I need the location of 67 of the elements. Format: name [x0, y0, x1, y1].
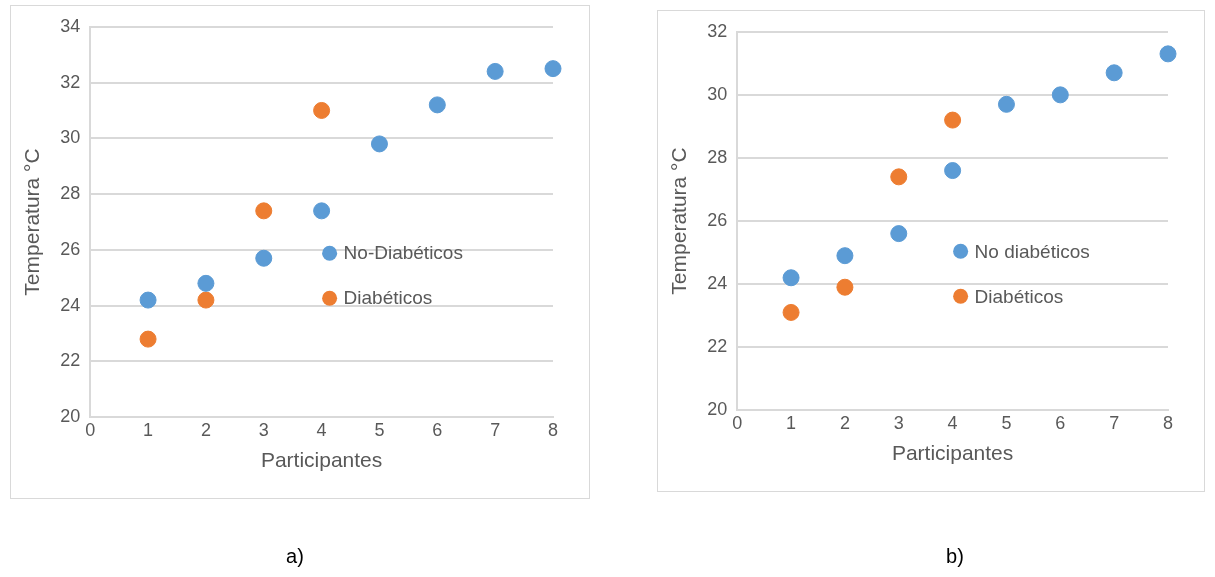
y-tick-label: 32 [707, 20, 728, 41]
point [1051, 86, 1069, 104]
y-tick-label: 28 [60, 183, 81, 204]
y-tick-label: 34 [60, 15, 81, 36]
y-tick-label: 28 [707, 146, 728, 167]
x-tick-label: 0 [85, 419, 96, 440]
y-axis-title: Temperatura °C [20, 148, 44, 296]
point [544, 60, 562, 78]
point [313, 202, 331, 220]
x-tick-label: 7 [1109, 412, 1120, 433]
y-tick-label: 20 [60, 406, 81, 427]
legend-label: Diabéticos [343, 287, 433, 309]
x-tick-label: 6 [432, 419, 443, 440]
x-tick-label: 2 [200, 419, 211, 440]
point [370, 135, 388, 153]
x-tick-label: 8 [547, 419, 559, 440]
y-tick-label: 26 [60, 238, 81, 259]
y-tick-label: 32 [60, 71, 81, 92]
x-tick-label: 5 [374, 419, 385, 440]
point [486, 62, 504, 80]
point [1159, 45, 1177, 63]
point [782, 303, 800, 321]
y-tick-label: 20 [707, 399, 728, 420]
x-tick-label: 1 [143, 419, 154, 440]
point [139, 330, 157, 348]
x-tick-label: 7 [490, 419, 501, 440]
point [836, 247, 854, 265]
point [197, 291, 215, 309]
point [255, 202, 273, 220]
legend-label: Diabéticos [974, 285, 1064, 307]
x-tick-label: 2 [839, 412, 850, 433]
point [890, 168, 908, 186]
x-tick-label: 0 [732, 412, 743, 433]
point [139, 291, 157, 309]
point [313, 101, 331, 119]
y-tick-label: 30 [707, 83, 728, 104]
point [1105, 64, 1123, 82]
text: b) [945, 545, 965, 568]
x-tick-label: 4 [316, 419, 327, 440]
y-tick-label: 24 [60, 294, 81, 315]
x-axis-title: Participantes [891, 441, 1014, 465]
x-tick-label: 1 [786, 412, 797, 433]
y-tick-label: 22 [707, 336, 728, 357]
x-tick-label: 3 [893, 412, 904, 433]
legend-label: No diabéticos [974, 240, 1090, 262]
x-tick-label: 4 [947, 412, 958, 433]
text: a) [285, 545, 305, 568]
point [997, 95, 1015, 113]
point [890, 225, 908, 243]
point [255, 249, 273, 267]
point [782, 269, 800, 287]
x-tick-label: 6 [1055, 412, 1066, 433]
x-tick-label: 3 [258, 419, 269, 440]
y-tick-label: 24 [707, 273, 728, 294]
y-axis-title: Temperatura °C [667, 147, 691, 295]
point [836, 278, 854, 296]
y-tick-label: 26 [707, 209, 728, 230]
point [428, 96, 446, 114]
y-tick-label: 30 [60, 127, 81, 148]
x-axis-title: Participantes [260, 448, 383, 472]
point [197, 274, 215, 292]
legend-label: No-Diabéticos [343, 242, 463, 264]
y-tick-label: 22 [60, 350, 81, 371]
point [944, 162, 962, 180]
point [944, 111, 962, 129]
x-tick-label: 8 [1162, 412, 1174, 433]
x-tick-label: 5 [1001, 412, 1012, 433]
